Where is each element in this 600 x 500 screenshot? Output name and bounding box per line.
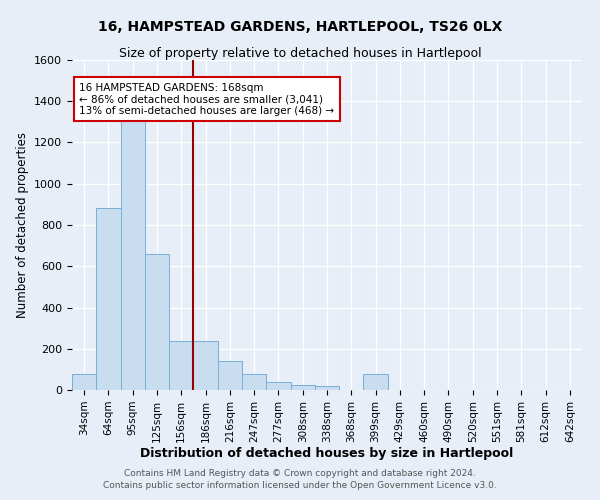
X-axis label: Distribution of detached houses by size in Hartlepool: Distribution of detached houses by size … [140, 448, 514, 460]
Bar [145, 254, 169, 390]
Text: Contains HM Land Registry data © Crown copyright and database right 2024.: Contains HM Land Registry data © Crown c… [124, 468, 476, 477]
Bar [364, 374, 388, 390]
Text: Contains public sector information licensed under the Open Government Licence v3: Contains public sector information licen… [103, 481, 497, 490]
Bar [218, 361, 242, 390]
Bar [290, 385, 315, 390]
Y-axis label: Number of detached properties: Number of detached properties [16, 132, 29, 318]
Bar [72, 374, 96, 390]
Bar [242, 374, 266, 390]
Bar [266, 382, 290, 390]
Bar [96, 208, 121, 390]
Bar [121, 120, 145, 390]
Bar [169, 340, 193, 390]
Bar [193, 340, 218, 390]
Text: 16, HAMPSTEAD GARDENS, HARTLEPOOL, TS26 0LX: 16, HAMPSTEAD GARDENS, HARTLEPOOL, TS26 … [98, 20, 502, 34]
Text: 16 HAMPSTEAD GARDENS: 168sqm
← 86% of detached houses are smaller (3,041)
13% of: 16 HAMPSTEAD GARDENS: 168sqm ← 86% of de… [79, 82, 334, 116]
Bar [315, 386, 339, 390]
Text: Size of property relative to detached houses in Hartlepool: Size of property relative to detached ho… [119, 48, 481, 60]
